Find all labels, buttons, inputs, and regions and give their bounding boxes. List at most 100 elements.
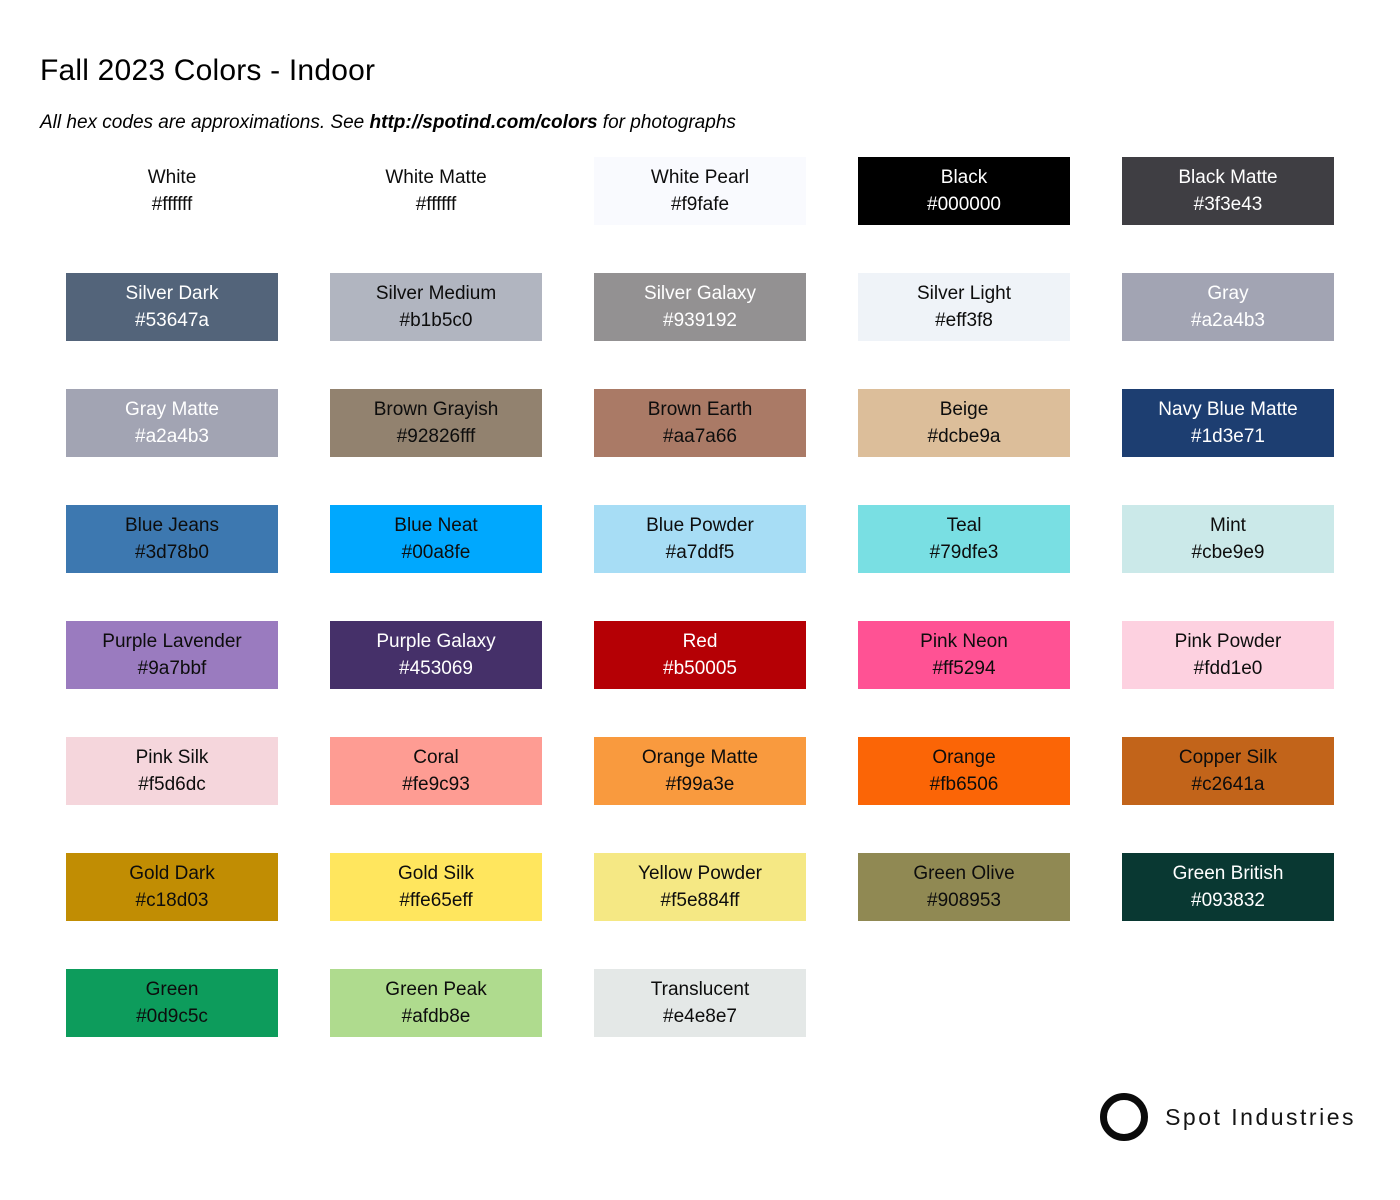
swatch-cell: Silver Medium #b1b5c0 — [304, 249, 568, 365]
swatch-cell: Copper Silk #c2641a — [1096, 713, 1360, 829]
color-hex: #9a7bbf — [137, 658, 207, 679]
color-name: Red — [682, 631, 718, 652]
color-swatch: Blue Powder #a7ddf5 — [594, 505, 806, 573]
color-name: Silver Light — [917, 283, 1011, 304]
color-name: Copper Silk — [1178, 747, 1278, 768]
color-swatch: Brown Earth #aa7a66 — [594, 389, 806, 457]
color-hex: #ffe65eff — [399, 890, 473, 911]
color-name: Beige — [939, 399, 989, 420]
swatch-cell: Gray #a2a4b3 — [1096, 249, 1360, 365]
color-swatch: Beige #dcbe9a — [858, 389, 1070, 457]
swatch-cell: Orange Matte #f99a3e — [568, 713, 832, 829]
swatch-cell: Purple Galaxy #453069 — [304, 597, 568, 713]
color-swatch: Mint #cbe9e9 — [1122, 505, 1334, 573]
color-hex: #1d3e71 — [1191, 426, 1265, 447]
color-hex: #939192 — [663, 310, 737, 331]
color-name: White Pearl — [650, 167, 750, 188]
color-hex: #453069 — [399, 658, 473, 679]
color-swatch: Coral #fe9c93 — [330, 737, 542, 805]
color-hex: #a2a4b3 — [135, 426, 209, 447]
color-swatch: Black #000000 — [858, 157, 1070, 225]
swatch-cell: Blue Powder #a7ddf5 — [568, 481, 832, 597]
color-name: Gray Matte — [125, 399, 219, 420]
swatch-cell: Blue Neat #00a8fe — [304, 481, 568, 597]
color-hex: #fe9c93 — [402, 774, 470, 795]
subtitle-prefix: All hex codes are approximations. See — [40, 112, 370, 133]
color-swatch: Gray Matte #a2a4b3 — [66, 389, 278, 457]
color-name: Silver Galaxy — [644, 283, 756, 304]
color-name: Gray — [1207, 283, 1249, 304]
color-hex: #79dfe3 — [929, 542, 999, 563]
color-name: Silver Medium — [375, 283, 497, 304]
color-hex: #00a8fe — [401, 542, 471, 563]
swatch-cell: Yellow Powder #f5e884ff — [568, 829, 832, 945]
swatch-cell: Green British #093832 — [1096, 829, 1360, 945]
color-name: Purple Galaxy — [376, 631, 496, 652]
page-title: Fall 2023 Colors - Indoor — [40, 54, 376, 88]
color-swatch: Pink Silk #f5d6dc — [66, 737, 278, 805]
swatch-cell: Gray Matte #a2a4b3 — [40, 365, 304, 481]
color-swatch: Black Matte #3f3e43 — [1122, 157, 1334, 225]
color-name: Purple Lavender — [102, 631, 242, 652]
swatch-cell: Beige #dcbe9a — [832, 365, 1096, 481]
color-name: Pink Neon — [920, 631, 1008, 652]
color-hex: #ffffff — [415, 194, 457, 215]
color-swatch: Silver Light #eff3f8 — [858, 273, 1070, 341]
color-swatch: Blue Neat #00a8fe — [330, 505, 542, 573]
color-hex: #f9fafe — [670, 194, 730, 215]
swatch-cell: Coral #fe9c93 — [304, 713, 568, 829]
footer-logo: Spot Industries — [1100, 1093, 1356, 1141]
color-swatch: White Pearl #f9fafe — [594, 157, 806, 225]
color-name: Green Olive — [913, 863, 1015, 884]
swatch-cell: Green #0d9c5c — [40, 945, 304, 1061]
swatch-cell: Pink Powder #fdd1e0 — [1096, 597, 1360, 713]
color-name: Translucent — [650, 979, 750, 1000]
color-name: Black Matte — [1178, 167, 1278, 188]
color-name: Yellow Powder — [638, 863, 762, 884]
color-name: Green — [145, 979, 199, 1000]
color-name: Gold Dark — [129, 863, 215, 884]
color-hex: #afdb8e — [401, 1006, 471, 1027]
color-swatch: Orange Matte #f99a3e — [594, 737, 806, 805]
color-hex: #a2a4b3 — [1191, 310, 1265, 331]
color-name: Navy Blue Matte — [1158, 399, 1298, 420]
swatch-cell: Pink Neon #ff5294 — [832, 597, 1096, 713]
color-hex: #a7ddf5 — [665, 542, 735, 563]
circle-outline-icon — [1100, 1093, 1149, 1141]
brand-name: Spot Industries — [1165, 1103, 1356, 1130]
color-swatch: Brown Grayish #92826fff — [330, 389, 542, 457]
page-subtitle: All hex codes are approximations. See ht… — [40, 112, 736, 134]
color-hex: #dcbe9a — [927, 426, 1001, 447]
swatch-cell: Brown Grayish #92826fff — [304, 365, 568, 481]
swatch-cell: Pink Silk #f5d6dc — [40, 713, 304, 829]
color-swatch: Silver Galaxy #939192 — [594, 273, 806, 341]
swatch-cell: Green Peak #afdb8e — [304, 945, 568, 1061]
color-swatch: White #ffffff — [66, 157, 278, 225]
color-hex: #f5e884ff — [660, 890, 740, 911]
color-hex: #aa7a66 — [663, 426, 737, 447]
swatch-cell: Black #000000 — [832, 133, 1096, 249]
color-swatch: White Matte #ffffff — [330, 157, 542, 225]
color-swatch: Teal #79dfe3 — [858, 505, 1070, 573]
color-hex: #92826fff — [396, 426, 476, 447]
swatch-cell: Purple Lavender #9a7bbf — [40, 597, 304, 713]
color-name: Pink Powder — [1174, 631, 1282, 652]
color-name: Coral — [413, 747, 459, 768]
color-swatch: Green #0d9c5c — [66, 969, 278, 1037]
swatch-cell: Silver Light #eff3f8 — [832, 249, 1096, 365]
color-swatch: Purple Galaxy #453069 — [330, 621, 542, 689]
color-name: Blue Powder — [646, 515, 754, 536]
color-hex: #ff5294 — [932, 658, 996, 679]
color-name: Green Peak — [385, 979, 487, 1000]
color-swatch: Green British #093832 — [1122, 853, 1334, 921]
color-swatch: Red #b50005 — [594, 621, 806, 689]
color-hex: #b1b5c0 — [399, 310, 473, 331]
color-name: Mint — [1210, 515, 1246, 536]
color-hex: #ffffff — [151, 194, 193, 215]
swatch-cell: Teal #79dfe3 — [832, 481, 1096, 597]
swatch-cell: Gold Silk #ffe65eff — [304, 829, 568, 945]
color-swatch: Blue Jeans #3d78b0 — [66, 505, 278, 573]
swatch-cell: Mint #cbe9e9 — [1096, 481, 1360, 597]
color-hex: #c2641a — [1191, 774, 1265, 795]
color-swatch: Pink Powder #fdd1e0 — [1122, 621, 1334, 689]
